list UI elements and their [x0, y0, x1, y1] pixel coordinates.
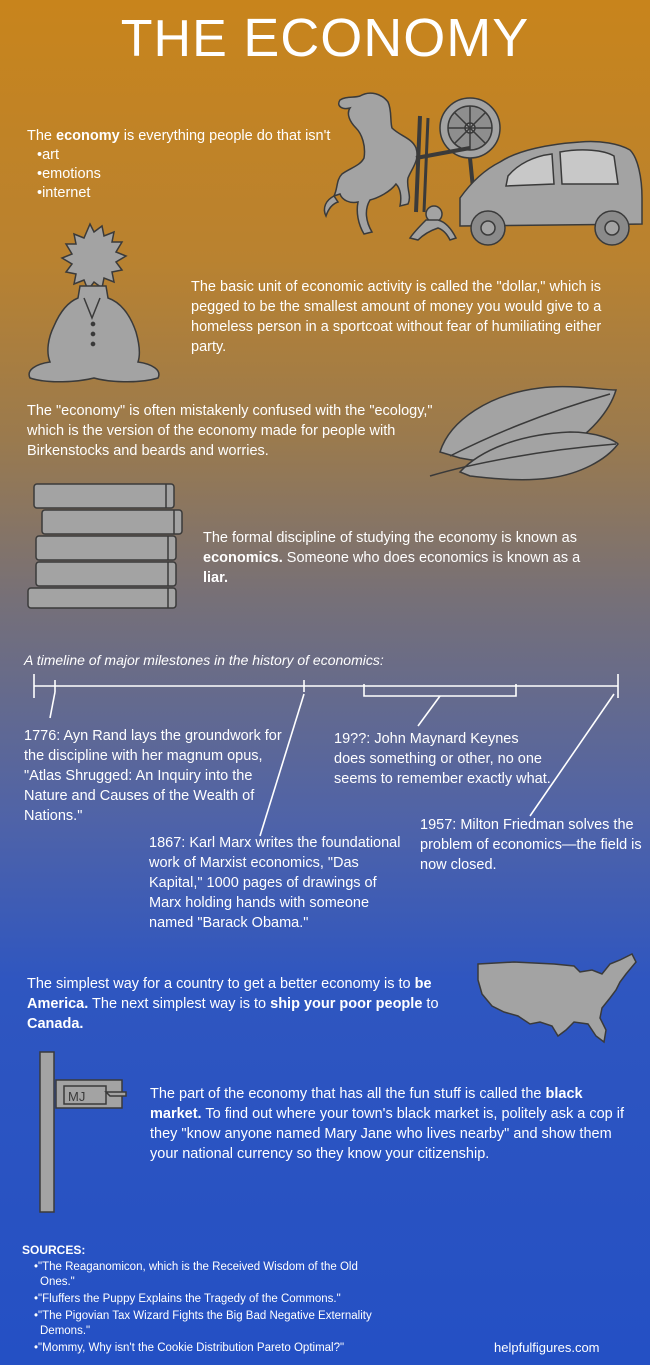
timeline-event-1867: 1867: Karl Marx writes the foundational …: [149, 835, 401, 931]
intro-list: •art •emotions •internet: [29, 146, 101, 203]
list-item: •"The Pigovian Tax Wizard Fights the Big…: [34, 1310, 372, 1337]
footer-site-link[interactable]: helpfulfigures.com: [494, 1340, 600, 1355]
intro-text: The economy is everything people do that…: [27, 128, 331, 144]
timeline-graphic: [33, 674, 619, 837]
timeline-event-keynes: 19??: John Maynard Keynes does something…: [334, 731, 551, 787]
leaves-icon: [429, 385, 619, 481]
list-item: •"Mommy, Why isn't the Cookie Distributi…: [34, 1342, 345, 1354]
timeline-caption: A timeline of major milestones in the hi…: [24, 652, 384, 668]
america-text: The simplest way for a country to get a …: [27, 976, 439, 1032]
books-icon: [27, 483, 183, 609]
spinning-wheel-icon: [414, 97, 501, 213]
horse-wheel-car-illustration: [323, 92, 643, 246]
intro-bold: economy: [56, 128, 120, 144]
title-economy: ECONOMY: [243, 8, 530, 68]
timeline-event-1957: 1957: Milton Friedman solves the problem…: [420, 817, 642, 873]
sitting-man-icon: [28, 222, 160, 383]
list-item: •emotions: [37, 166, 101, 182]
dollar-text: The basic unit of economic activity is c…: [191, 279, 602, 355]
sources-list: •"The Reaganomicon, which is the Receive…: [22, 1260, 382, 1358]
list-item: •internet: [37, 185, 91, 201]
list-item: •art: [37, 147, 59, 163]
usa-map-icon: [477, 952, 637, 1044]
black-market-text: The part of the economy that has all the…: [150, 1086, 624, 1162]
baby-icon: [408, 205, 458, 241]
mailbox-label: MJ: [68, 1089, 85, 1104]
car-icon: [459, 140, 643, 246]
mailbox-icon: MJ: [39, 1051, 127, 1213]
list-item: •"Fluffers the Puppy Explains the Traged…: [34, 1293, 341, 1305]
sources-title: SOURCES:: [22, 1243, 86, 1257]
ecology-text: The "economy" is often mistakenly confus…: [27, 403, 433, 459]
title-the: THE: [120, 10, 228, 68]
economics-text: The formal discipline of studying the ec…: [203, 530, 581, 586]
page-title: THE ECONOMY: [0, 8, 650, 69]
timeline-event-1776: 1776: Ayn Rand lays the groundwork for t…: [24, 728, 282, 824]
horse-icon: [323, 92, 418, 235]
list-item: •"The Reaganomicon, which is the Receive…: [34, 1261, 358, 1288]
